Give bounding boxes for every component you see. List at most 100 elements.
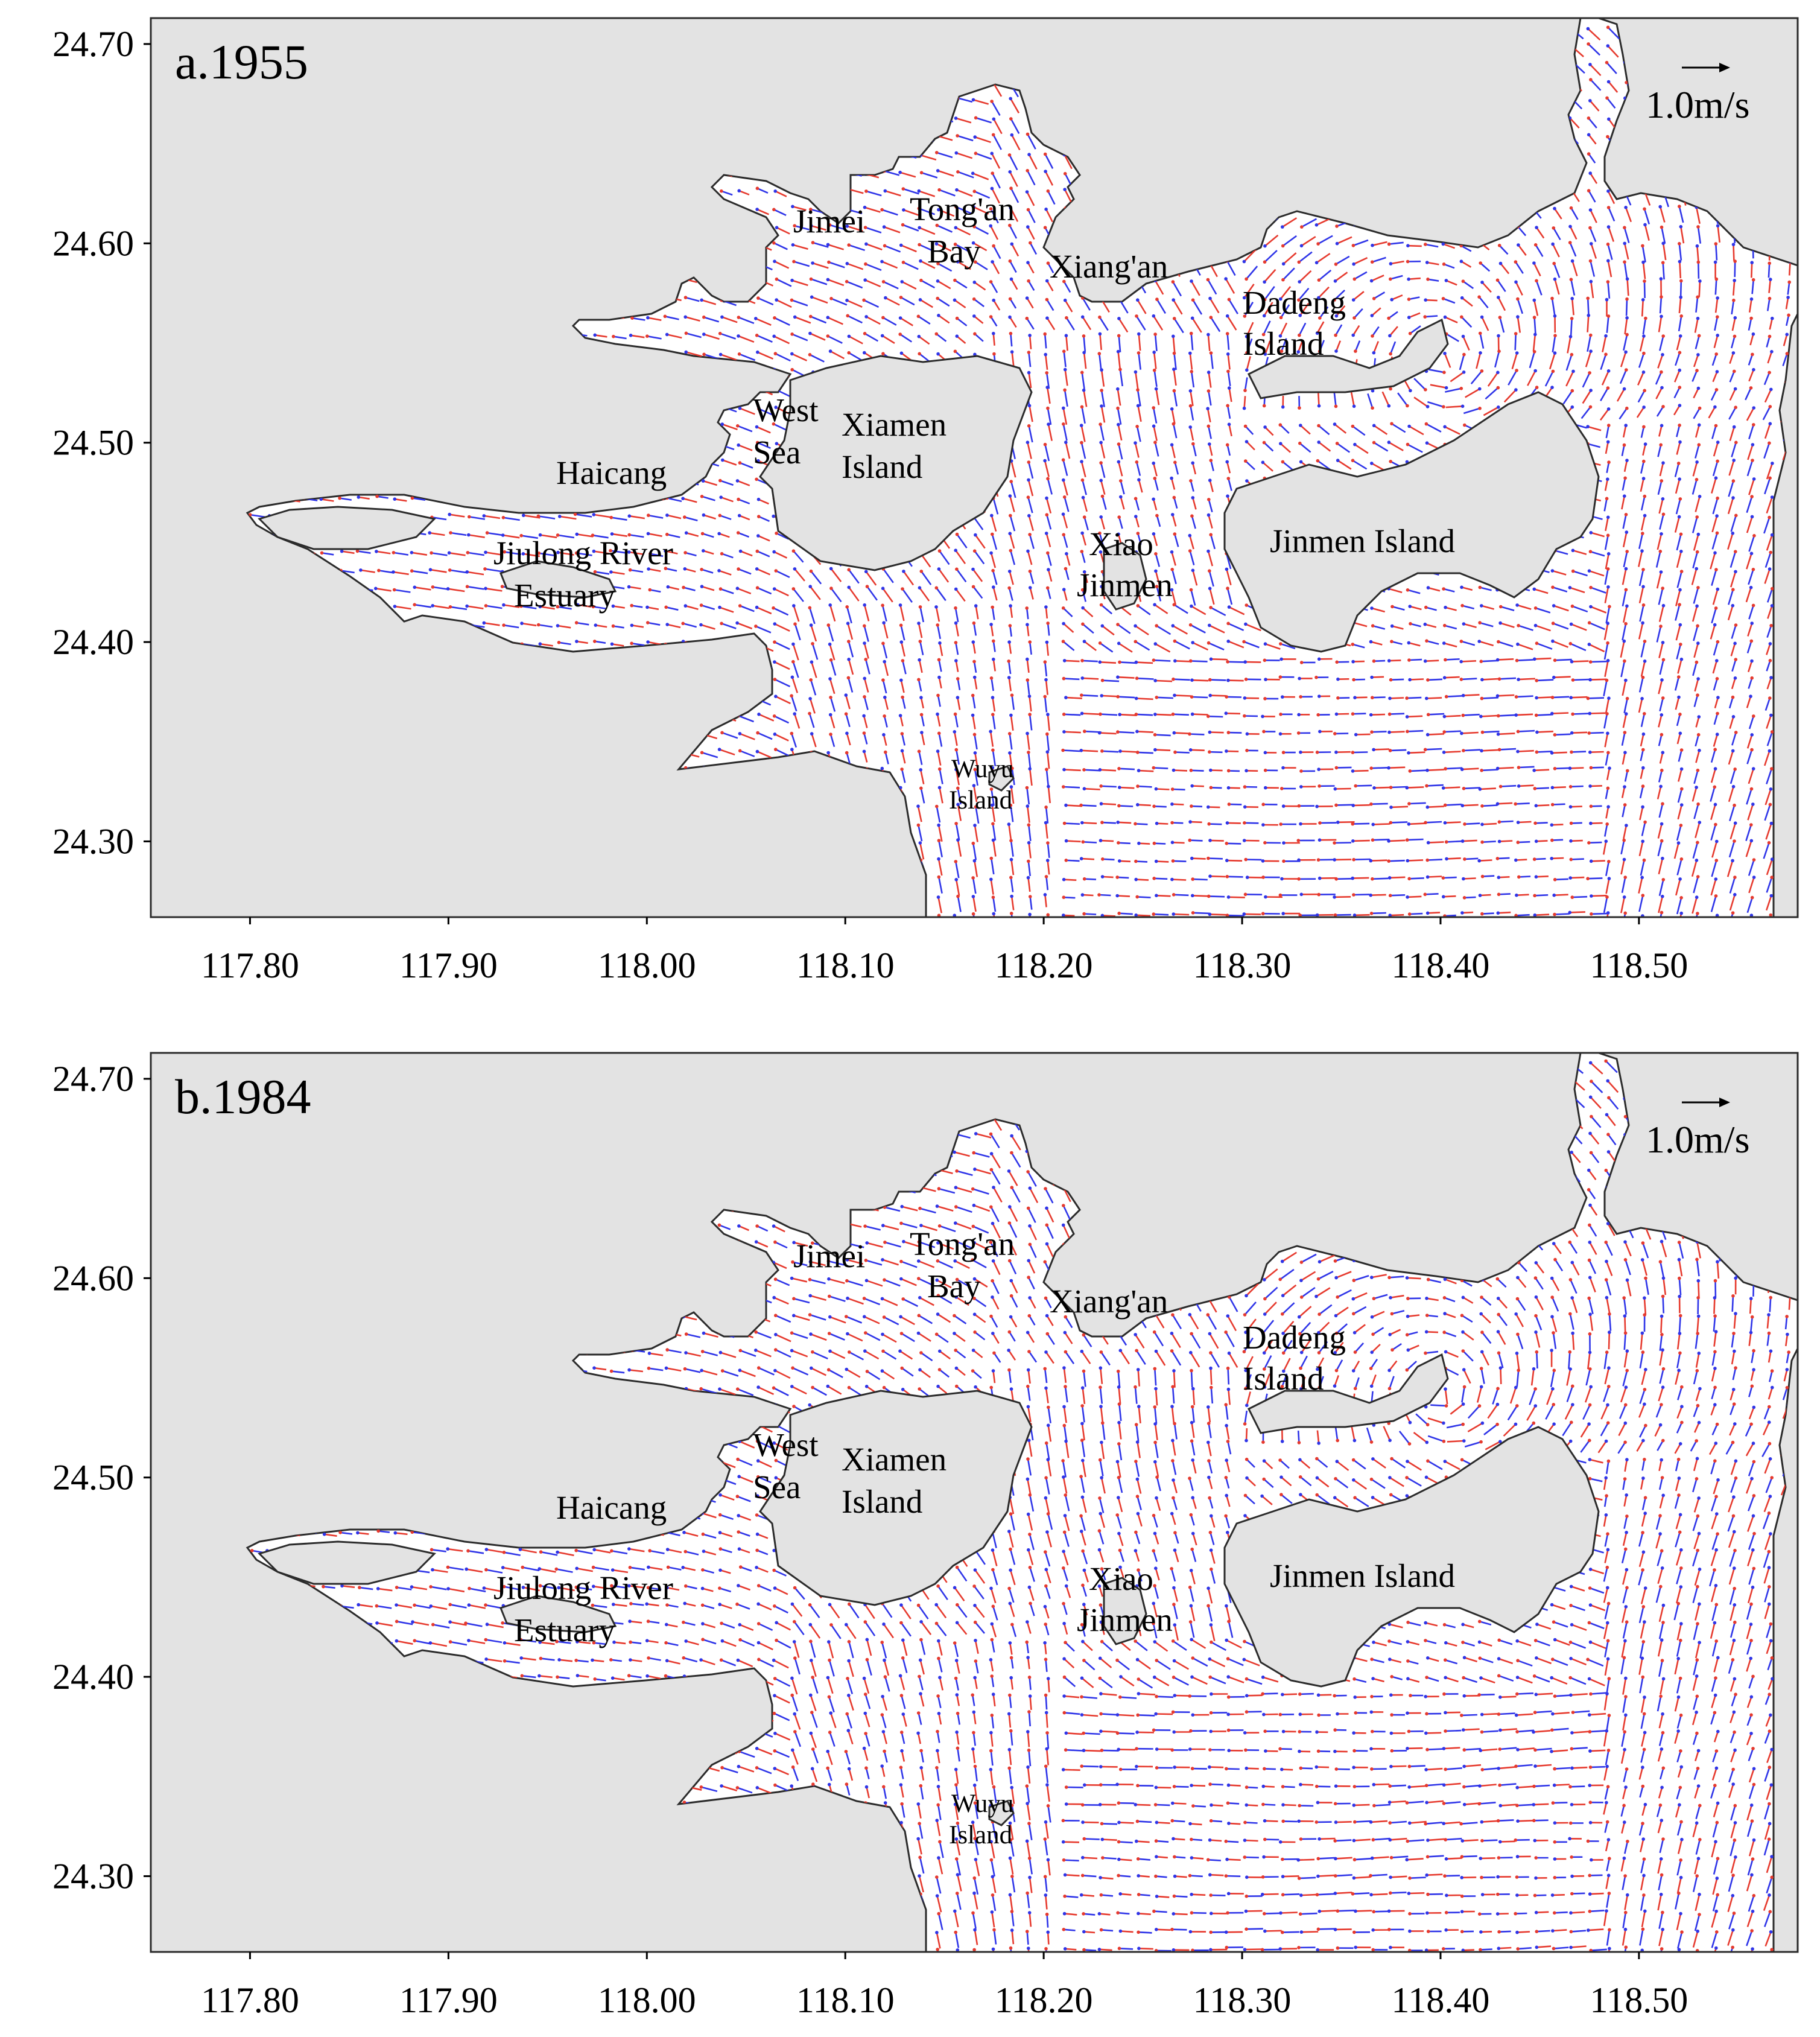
current-vector-origin	[1028, 334, 1032, 337]
current-vector-origin	[1281, 225, 1284, 229]
current-vector-origin	[1172, 298, 1175, 302]
current-vector-origin	[881, 334, 884, 338]
current-vector-origin	[1027, 351, 1031, 354]
current-vector-origin	[1191, 298, 1195, 302]
current-vector-origin	[1172, 422, 1176, 426]
current-vector-origin	[1317, 404, 1321, 408]
current-vector-origin	[1317, 424, 1321, 428]
current-vector-origin	[1210, 459, 1213, 462]
current-vector-origin	[1117, 334, 1121, 338]
current-vector-origin	[1716, 334, 1719, 337]
current-vector-origin	[1316, 459, 1320, 463]
current-vector-origin	[1351, 425, 1355, 428]
current-vector-origin	[1026, 225, 1030, 229]
current-vector-origin	[1497, 386, 1500, 390]
current-vector	[1751, 262, 1752, 278]
current-vector-origin	[1153, 332, 1157, 336]
current-vector-origin	[756, 351, 759, 354]
current-vector-origin	[900, 280, 904, 284]
current-vector-origin	[665, 513, 669, 517]
current-vector-origin	[1135, 314, 1138, 318]
current-vector-origin	[1716, 460, 1719, 463]
current-vector-origin	[1714, 476, 1718, 480]
current-vector-origin	[1045, 279, 1049, 283]
current-vector-origin	[1372, 297, 1376, 300]
current-vector-origin	[1208, 297, 1212, 300]
current-vector-origin	[1062, 350, 1066, 354]
current-vector-origin	[1370, 462, 1374, 465]
current-vector-origin	[1026, 133, 1030, 136]
current-vector-origin	[973, 281, 977, 284]
current-vector-origin	[1734, 405, 1737, 409]
current-vector-origin	[1044, 353, 1047, 357]
current-vector-origin	[1407, 425, 1411, 428]
current-vector-origin	[1281, 278, 1285, 282]
current-vector-origin	[1080, 405, 1084, 409]
current-vector-origin	[901, 223, 905, 227]
current-vector-origin	[1117, 317, 1121, 320]
current-vector-origin	[956, 334, 959, 338]
current-vector-origin	[1660, 226, 1664, 229]
current-vector	[1716, 279, 1717, 295]
current-vector-origin	[1678, 369, 1681, 372]
current-vector-origin	[919, 279, 923, 282]
current-vector-origin	[1407, 316, 1411, 319]
current-vector-origin	[719, 353, 723, 357]
current-vector-origin	[1152, 314, 1156, 318]
current-vector-origin	[1228, 298, 1231, 302]
current-vector-origin	[1568, 241, 1572, 244]
current-vector-origin	[1406, 260, 1410, 264]
current-vector-origin	[738, 407, 742, 410]
current-vector-origin	[357, 495, 361, 499]
current-vector-origin	[1678, 477, 1681, 481]
current-vector-origin	[1009, 332, 1013, 335]
current-vector-origin	[1442, 370, 1446, 374]
current-vector	[1409, 278, 1421, 279]
current-vector-origin	[1571, 389, 1574, 393]
current-vector-origin	[1589, 208, 1593, 212]
current-vector-origin	[1588, 371, 1591, 375]
current-vector-origin	[1659, 443, 1663, 447]
current-vector-origin	[1245, 440, 1249, 443]
current-vector-origin	[1606, 189, 1610, 193]
current-vector-origin	[1587, 27, 1590, 31]
current-vector-origin	[1571, 259, 1574, 263]
current-vector-origin	[1062, 407, 1065, 410]
current-vector-origin	[1517, 243, 1520, 247]
current-vector-origin	[1152, 406, 1155, 410]
current-vector	[1679, 262, 1680, 279]
current-vector-origin	[1424, 243, 1427, 246]
current-vector-origin	[990, 100, 994, 103]
current-vector-origin	[1352, 298, 1355, 302]
current-vector-origin	[1226, 443, 1229, 447]
current-vector-origin	[1046, 477, 1050, 481]
current-vector-origin	[992, 332, 995, 335]
current-vector-origin	[411, 497, 414, 500]
current-vector-origin	[1516, 315, 1520, 319]
current-vector-origin	[1480, 316, 1484, 319]
current-vector-origin	[1643, 208, 1646, 211]
current-vector-origin	[1316, 242, 1320, 246]
current-vector-origin	[1190, 332, 1193, 335]
current-vector-origin	[1029, 241, 1032, 245]
current-vector-origin	[1315, 261, 1319, 265]
current-vector-origin	[1099, 479, 1103, 483]
current-vector-origin	[1787, 314, 1790, 317]
current-vector-origin	[1351, 334, 1355, 337]
current-vector-origin	[1460, 387, 1463, 390]
current-vector-origin	[1064, 440, 1068, 444]
current-vector-origin	[1298, 406, 1301, 410]
current-vector-origin	[1714, 261, 1717, 264]
current-vector-origin	[1117, 442, 1121, 446]
current-vector-origin	[1606, 135, 1609, 139]
current-vector-origin	[1027, 371, 1031, 375]
current-vector-origin	[719, 495, 723, 499]
current-vector-origin	[864, 189, 868, 193]
current-vector-origin	[1551, 243, 1555, 246]
current-vector-origin	[1785, 333, 1789, 337]
current-vector-origin	[881, 352, 885, 355]
current-vector-origin	[1351, 459, 1355, 462]
current-vector-origin	[1642, 460, 1646, 463]
current-vector-origin	[1752, 406, 1755, 410]
